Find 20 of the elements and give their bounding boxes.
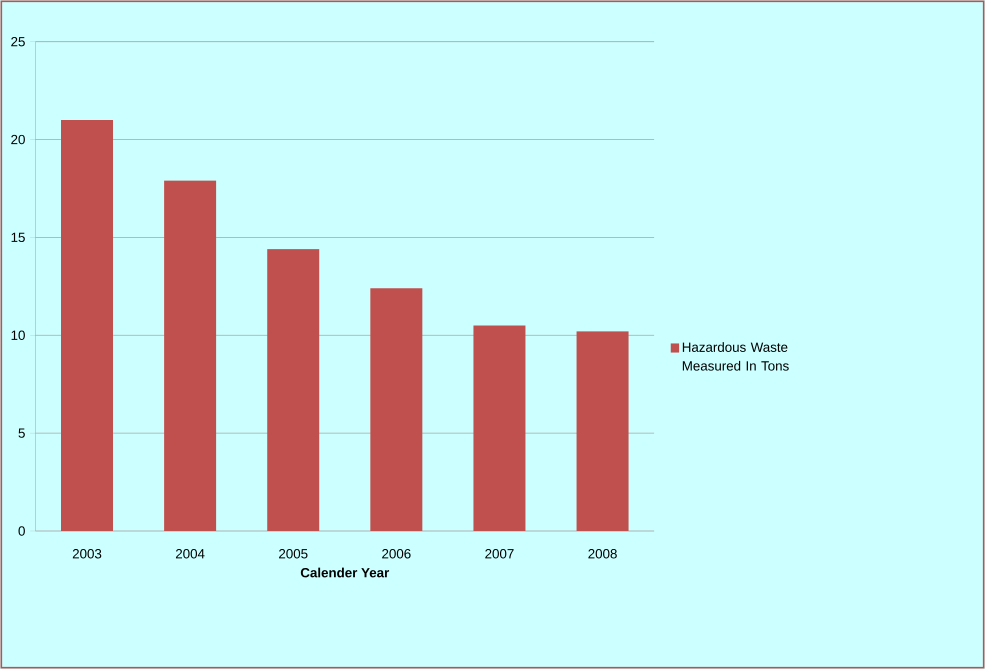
x-tick-label: 2008: [588, 549, 617, 558]
x-tick-label: 2004: [176, 549, 205, 558]
y-tick-label: 0: [18, 526, 25, 536]
legend-label: Hazardous Waste Measured In Tons: [682, 342, 789, 371]
y-tick-label: 5: [18, 428, 25, 438]
x-axis-title: Calender Year: [300, 568, 390, 578]
y-tick-label: 15: [12, 232, 25, 242]
x-tick-label: 2006: [382, 549, 411, 558]
x-tick-label: 2003: [72, 549, 102, 558]
y-tick-label: 20: [11, 134, 25, 144]
y-tick-label: 10: [12, 330, 25, 340]
bar: [576, 331, 629, 531]
bar: [61, 120, 114, 531]
bar: [370, 288, 422, 531]
x-tick-label: 2007: [485, 549, 514, 558]
bar: [473, 325, 526, 531]
x-tick-label: 2005: [279, 549, 308, 558]
bar: [267, 249, 320, 531]
bar: [164, 180, 216, 531]
y-tick-label: 25: [11, 36, 25, 46]
